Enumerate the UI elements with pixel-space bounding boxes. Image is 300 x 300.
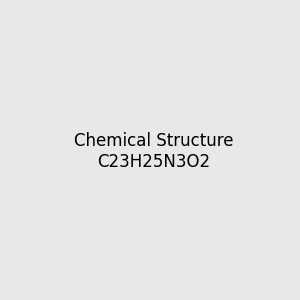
Text: Chemical Structure
C23H25N3O2: Chemical Structure C23H25N3O2 xyxy=(74,132,233,171)
